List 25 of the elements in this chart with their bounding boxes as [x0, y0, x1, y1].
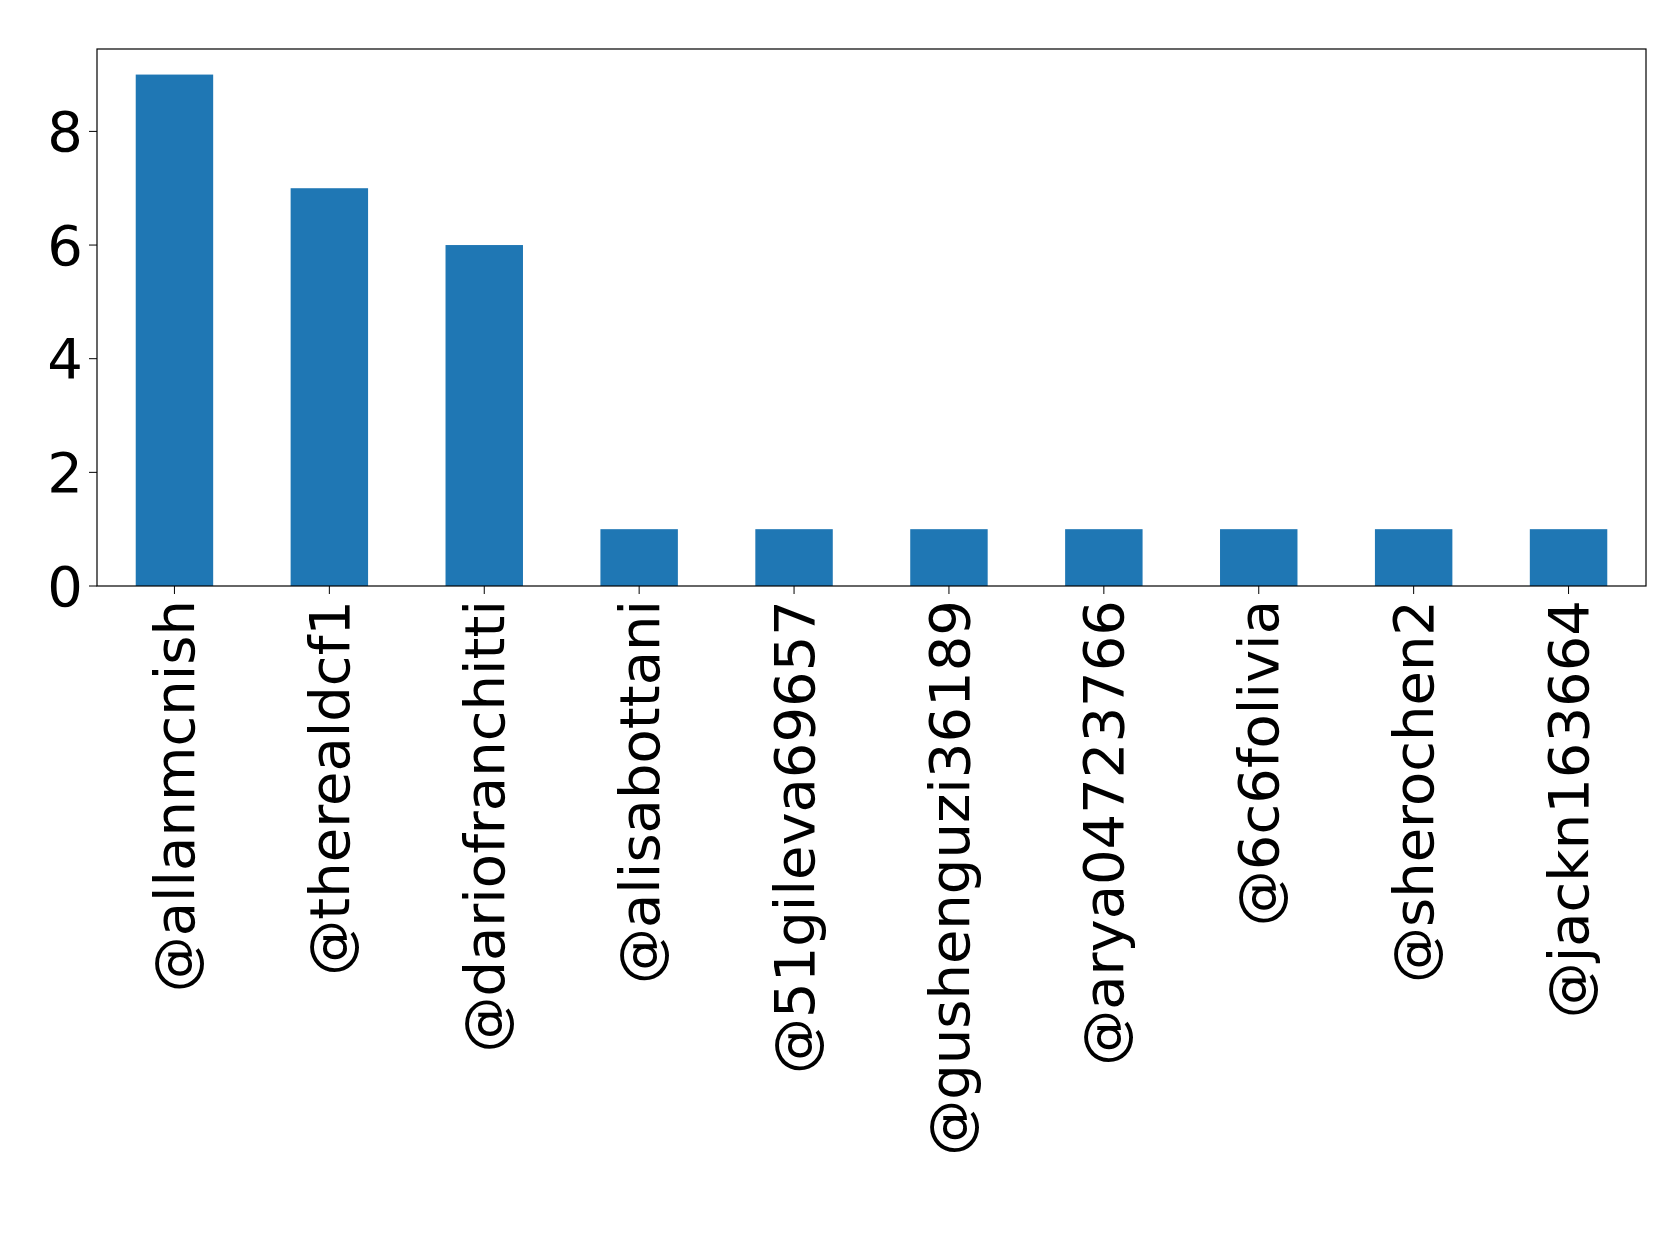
x-tick-label: @dariofranchitti [451, 600, 517, 1053]
bar [1374, 529, 1453, 586]
x-tick-label: @alisabottani [606, 600, 672, 985]
bar [135, 74, 214, 586]
y-tick-label: 8 [47, 99, 83, 164]
x-tick-label: @sherochen2 [1381, 600, 1447, 984]
x-tick-label: @jackn163664 [1536, 600, 1602, 1019]
bar [1220, 529, 1298, 586]
bar [1529, 529, 1608, 586]
x-tick-label: @51gileva69657 [761, 600, 827, 1074]
y-tick-label: 4 [47, 326, 83, 392]
x-tick-label: @gushenguzi36189 [916, 600, 982, 1156]
x-tick-label: @6c6folivia [1226, 600, 1292, 927]
bar [755, 529, 833, 586]
y-tick-label: 2 [47, 439, 83, 505]
bar [290, 188, 369, 586]
x-tick-label: @allanmcnish [142, 600, 208, 993]
bar [1065, 529, 1143, 586]
y-tick-label: 0 [47, 553, 83, 619]
x-tick-label: @arya04723766 [1071, 600, 1137, 1066]
y-tick-label: 6 [47, 212, 83, 278]
bar [910, 529, 988, 586]
bar [600, 529, 678, 586]
bar [445, 245, 523, 586]
x-tick-label: @therealdcf1 [296, 600, 362, 976]
